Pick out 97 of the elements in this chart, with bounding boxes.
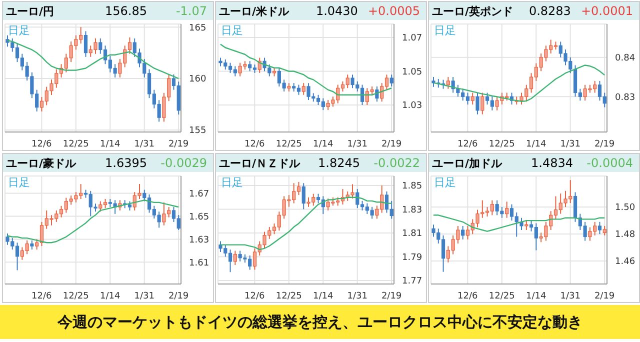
- x-tick-label: 1/14: [100, 139, 120, 150]
- candlestick: [302, 82, 306, 96]
- text: -1.07: [174, 4, 207, 18]
- candlestick: [602, 225, 606, 236]
- candlestick: [505, 201, 509, 218]
- x-tick-label: 1/14: [526, 291, 546, 302]
- text: 1.4834: [530, 156, 573, 170]
- y-tick-label: 1.77: [402, 276, 422, 287]
- x-tick-label: 2/19: [168, 139, 189, 150]
- text: +0.0001: [580, 4, 633, 18]
- x-tick-label: 2/19: [381, 291, 402, 302]
- candlestick: [375, 86, 379, 102]
- annotation: 日足: [434, 23, 456, 38]
- x-tick-label: 1/31: [134, 291, 154, 302]
- x-tick-label: 12/6: [458, 291, 478, 302]
- y-tick-label: 1.83: [402, 205, 422, 216]
- text: 0.8283: [528, 4, 571, 18]
- x-tick-label: 12/25: [62, 291, 89, 302]
- candlestick: [432, 76, 436, 88]
- x-tick-label: 2/19: [168, 291, 189, 302]
- y-tick-label: 1.79: [402, 252, 422, 263]
- x-tick-label: 12/6: [244, 291, 266, 302]
- x-tick-label: 1/31: [560, 139, 580, 150]
- candlestick: [446, 76, 450, 90]
- text: 156.85: [104, 4, 147, 18]
- x-tick-label: 12/6: [458, 139, 478, 150]
- x-tick-label: 12/25: [62, 139, 89, 150]
- annotation: 日足: [221, 23, 243, 38]
- candlestick: [128, 200, 132, 211]
- y-tick-label: 1.65: [189, 212, 210, 222]
- chart-title: ユーロ/加ドル: [432, 156, 502, 170]
- x-tick-label: 1/14: [313, 139, 334, 150]
- x-tick-label: 1/14: [313, 291, 334, 302]
- text: -0.0022: [372, 156, 420, 170]
- annotation: 日足: [434, 175, 456, 190]
- x-tick-label: 2/19: [594, 139, 615, 150]
- y-tick-label: 1.61: [189, 258, 210, 268]
- candlestick: [84, 30, 88, 58]
- y-tick-label: 1.48: [615, 230, 636, 240]
- y-tick-label: 0.83: [615, 92, 636, 103]
- chart-title: ユーロ/英ポンド: [432, 4, 514, 18]
- y-tick-label: 1.05: [402, 67, 422, 78]
- y-tick-label: 1.63: [189, 235, 210, 246]
- annotation: 日足: [8, 175, 30, 190]
- x-tick-label: 1/31: [134, 139, 154, 150]
- y-tick-label: 165: [189, 23, 206, 34]
- chart-title: ユーロ/ＮＺドル: [219, 156, 300, 170]
- candlestick: [524, 220, 528, 230]
- x-tick-label: 12/25: [488, 139, 515, 150]
- text: +0.0005: [368, 4, 420, 18]
- x-tick-label: 12/25: [276, 291, 302, 302]
- y-tick-label: 1.46: [615, 257, 636, 268]
- chart-title: ユーロ/円: [6, 4, 54, 18]
- y-tick-label: 1.07: [402, 34, 422, 44]
- y-tick-label: 1.67: [189, 189, 210, 200]
- x-tick-label: 12/6: [32, 291, 52, 302]
- x-tick-label: 1/14: [100, 291, 120, 302]
- x-tick-label: 2/19: [594, 291, 615, 302]
- y-tick-label: 160: [189, 74, 206, 85]
- chart-title: ユーロ/米ドル: [219, 4, 290, 18]
- text: 今週のマーケットもドイツの総選挙を控え、ユーロクロス中心に不安定な動き: [0, 305, 640, 339]
- text: 1.6395: [104, 156, 147, 170]
- y-tick-label: 155: [189, 126, 206, 136]
- candlestick: [476, 92, 480, 115]
- candlestick: [30, 240, 34, 250]
- x-tick-label: 12/6: [244, 139, 266, 150]
- x-tick-label: 1/31: [347, 291, 368, 302]
- candlestick: [480, 92, 484, 115]
- annotation: 日足: [221, 175, 243, 190]
- candlestick: [390, 74, 394, 87]
- y-tick-label: 1.03: [402, 101, 422, 112]
- line-series: [432, 64, 606, 102]
- x-tick-label: 1/31: [347, 139, 368, 150]
- x-tick-label: 1/14: [526, 139, 546, 150]
- text: -0.0004: [586, 156, 633, 170]
- y-tick-label: 1.50: [615, 203, 636, 214]
- candlestick: [233, 250, 237, 266]
- candlestick: [573, 192, 578, 222]
- line-series: [6, 40, 180, 80]
- x-tick-label: 1/31: [560, 291, 580, 302]
- candlestick: [302, 182, 306, 210]
- x-tick-label: 12/25: [488, 291, 515, 302]
- text: 1.0430: [314, 4, 358, 18]
- y-tick-label: 1.85: [402, 182, 422, 192]
- candlestick: [598, 221, 602, 235]
- text: -0.0029: [160, 156, 207, 170]
- candlestick: [470, 92, 474, 106]
- text: 1.8245: [317, 156, 360, 170]
- x-tick-label: 12/25: [276, 139, 302, 150]
- y-tick-label: 1.81: [402, 229, 422, 240]
- y-tick-label: 0.84: [615, 54, 636, 64]
- chart-title: ユーロ/豪ドル: [6, 156, 76, 170]
- x-tick-label: 12/6: [32, 139, 52, 150]
- annotation: 日足: [8, 23, 30, 38]
- x-tick-label: 2/19: [381, 139, 402, 150]
- candlestick: [461, 225, 465, 240]
- candlestick: [520, 217, 524, 230]
